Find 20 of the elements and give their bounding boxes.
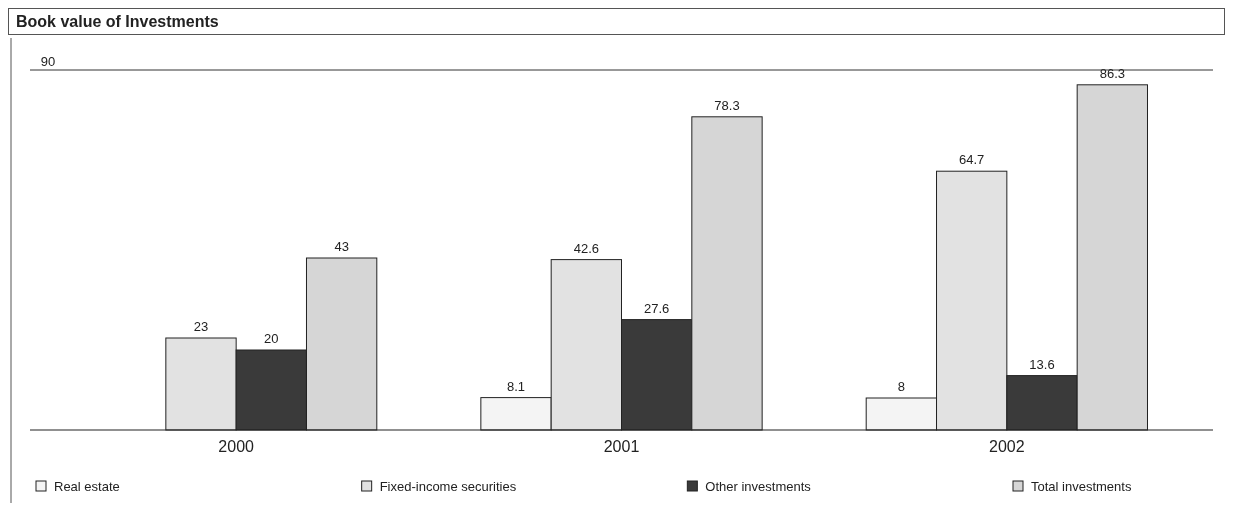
data-label: 13.6 [1029,356,1055,372]
data-label: 64.7 [959,152,985,168]
data-label: 8.1 [506,378,526,394]
legend-label: Total investments [1031,479,1132,494]
data-label: 27.6 [644,300,670,316]
data-label: 78.3 [714,97,740,113]
data-label: 86.3 [1099,65,1125,81]
legend-label: Other investments [705,479,812,494]
x-tick-label: 2002 [989,438,1025,455]
x-tick-label: 2000 [218,438,255,455]
data-label: 20 [264,331,279,346]
data-label: 42.6 [573,240,599,256]
chart-title: Book value of Investments [16,13,219,30]
data-label: 23 [193,319,209,334]
data-label: 8 [897,379,905,394]
data-label: 43 [334,239,349,254]
legend-label: Real estate [54,479,120,494]
legend-label: Fixed-income securities [379,479,517,494]
x-tick-label: 2001 [603,438,640,455]
y-tick-label: 90 [40,54,56,69]
